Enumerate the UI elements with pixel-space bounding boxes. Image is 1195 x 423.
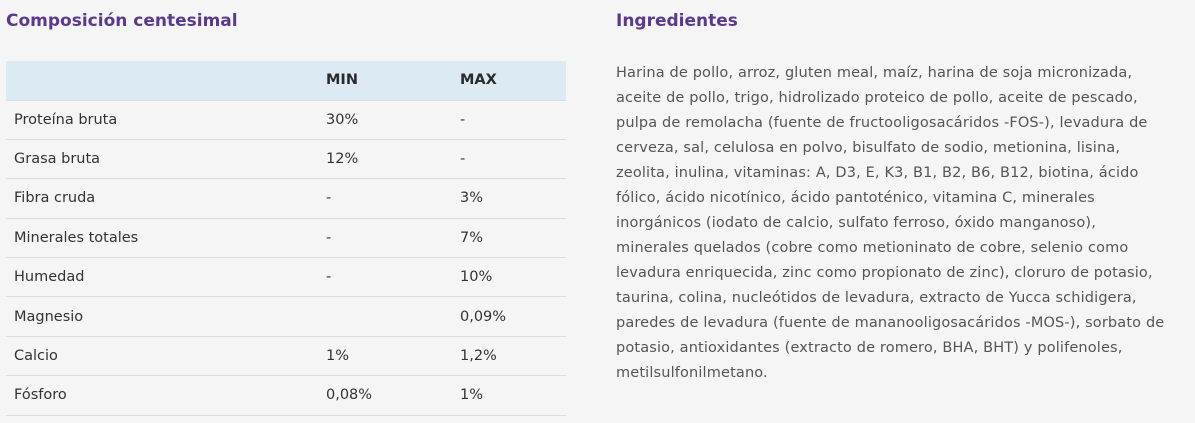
header-min: MIN: [326, 72, 358, 89]
row-min: -: [326, 229, 332, 246]
row-max: -: [460, 111, 466, 128]
row-min: 12%: [326, 151, 359, 168]
row-max: 10%: [460, 269, 493, 286]
row-min: 30%: [326, 111, 359, 128]
table-row: Fibra cruda - 3%: [6, 178, 566, 218]
row-name: Humedad: [14, 269, 85, 286]
row-name: Proteína bruta: [14, 111, 118, 128]
table-row: Magnesio 0,09%: [6, 296, 566, 336]
row-name: Calcio: [14, 348, 58, 365]
composition-title: Composición centesimal: [6, 11, 238, 31]
row-min: [320, 297, 445, 336]
row-max: 3%: [460, 190, 484, 207]
row-min: 1%: [326, 348, 350, 365]
table-row: Grasa bruta 12% -: [6, 139, 566, 178]
table-row: Humedad - 10%: [6, 257, 566, 297]
header-max: MAX: [460, 72, 497, 89]
row-max: 1,2%: [460, 348, 497, 365]
table-header-row: MIN MAX: [6, 61, 566, 100]
row-name: Grasa bruta: [14, 151, 101, 168]
row-name: Minerales totales: [14, 229, 139, 246]
row-min: -: [326, 190, 332, 207]
row-max: 7%: [460, 229, 484, 246]
row-max: -: [460, 151, 466, 168]
row-name: Magnesio: [14, 308, 84, 325]
row-max: 0,09%: [460, 308, 507, 325]
table-row: Fósforo 0,08% 1%: [6, 375, 566, 416]
composition-table: MIN MAX Proteína bruta 30% - Grasa bruta…: [6, 61, 566, 416]
table-row: Proteína bruta 30% -: [6, 100, 566, 139]
row-min: -: [326, 269, 332, 286]
row-min: 0,08%: [326, 387, 373, 404]
row-max: 1%: [460, 387, 484, 404]
header-name: [6, 61, 320, 100]
ingredients-title: Ingredientes: [616, 11, 738, 31]
row-name: Fibra cruda: [14, 190, 96, 207]
table-row: Minerales totales - 7%: [6, 218, 566, 257]
table-row: Calcio 1% 1,2%: [6, 336, 566, 375]
row-name: Fósforo: [14, 387, 67, 404]
ingredients-text: Harina de pollo, arroz, gluten meal, maí…: [616, 65, 1165, 381]
